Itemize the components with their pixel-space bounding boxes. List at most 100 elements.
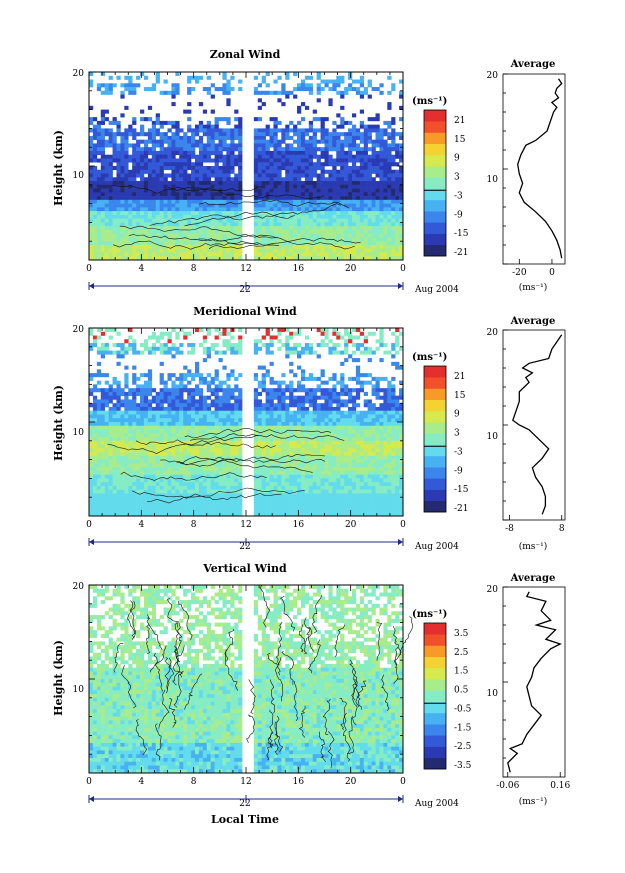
- heatmap-cell: [312, 109, 317, 114]
- x-tick-label: 16: [293, 264, 305, 274]
- heatmap-cell: [183, 173, 188, 178]
- heatmap-cell: [308, 211, 314, 216]
- heatmap-cell: [308, 135, 314, 140]
- heatmap-cell: [269, 162, 274, 167]
- heatmap-cell: [340, 244, 345, 250]
- heatmap-cell: [230, 188, 235, 193]
- heatmap-cell: [198, 418, 204, 423]
- heatmap-cell: [379, 433, 384, 438]
- heatmap-cell: [89, 154, 94, 159]
- heatmap-cell: [261, 150, 266, 156]
- heatmap-cell: [312, 414, 317, 419]
- heatmap-cell: [230, 203, 235, 208]
- heatmap-cell: [300, 256, 306, 261]
- heatmap-cell: [308, 147, 314, 152]
- heatmap-cell: [379, 410, 384, 415]
- heatmap-cell: [175, 440, 180, 445]
- heatmap-cell: [234, 418, 239, 423]
- heatmap-cell: [285, 124, 290, 129]
- heatmap-cell: [214, 158, 219, 163]
- heatmap-cell: [191, 391, 196, 396]
- heatmap-cell: [285, 418, 290, 423]
- heatmap-cell: [312, 241, 317, 246]
- heatmap-cell: [387, 173, 392, 178]
- heatmap-cell: [379, 455, 384, 460]
- heatmap-cell: [383, 169, 388, 174]
- heatmap-cell: [340, 403, 345, 408]
- heatmap-cell: [261, 388, 266, 393]
- heatmap-cell: [100, 248, 105, 253]
- heatmap-cell: [132, 181, 137, 186]
- heatmap-cell: [344, 169, 349, 174]
- heatmap-cell: [171, 252, 176, 257]
- heatmap-cell: [171, 403, 176, 408]
- heatmap-cell: [202, 335, 208, 340]
- heatmap-cell: [367, 252, 372, 257]
- heatmap-cell: [222, 233, 227, 238]
- heatmap-cell: [269, 256, 274, 261]
- heatmap-cell: [399, 173, 404, 178]
- heatmap-cell: [143, 410, 149, 415]
- heatmap-cell: [234, 256, 239, 261]
- heatmap-cell: [132, 244, 137, 250]
- heatmap-cell: [355, 388, 361, 393]
- heatmap-cell: [202, 256, 208, 261]
- heatmap-cell: [163, 181, 168, 186]
- heatmap-cell: [89, 459, 94, 464]
- heatmap-cell: [124, 425, 129, 430]
- heatmap-cell: [140, 373, 145, 378]
- heatmap-cell: [395, 422, 400, 427]
- heatmap-cell: [89, 117, 94, 122]
- heatmap-cell: [359, 90, 365, 95]
- heatmap-cell: [104, 83, 109, 88]
- heatmap-cell: [147, 429, 153, 434]
- heatmap-cell: [100, 403, 105, 408]
- heatmap-cell: [163, 203, 168, 208]
- heatmap-cell: [214, 181, 219, 186]
- heatmap-cell: [324, 403, 329, 408]
- heatmap-cell: [351, 229, 357, 234]
- heatmap-cell: [155, 410, 160, 415]
- heatmap-cell: [257, 399, 262, 404]
- heatmap-cell: [175, 350, 180, 355]
- heatmap-cell: [359, 237, 365, 242]
- heatmap-cell: [140, 229, 145, 234]
- heatmap-cell: [265, 395, 270, 400]
- heatmap-cell: [222, 132, 227, 137]
- heatmap-cell: [367, 448, 372, 453]
- heatmap-cell: [100, 128, 105, 133]
- heatmap-cell: [124, 83, 129, 88]
- heatmap-cell: [206, 158, 211, 163]
- heatmap-cell: [300, 403, 306, 408]
- heatmap-cell: [351, 237, 357, 242]
- heatmap-cell: [171, 177, 176, 182]
- heatmap-cell: [316, 256, 321, 261]
- heatmap-cell: [89, 452, 94, 457]
- heatmap-cell: [155, 128, 160, 133]
- heatmap-cell: [112, 418, 117, 423]
- heatmap-cell: [375, 388, 380, 393]
- heatmap-cell: [226, 102, 231, 107]
- heatmap-cell: [179, 241, 184, 246]
- heatmap-cell: [89, 218, 94, 223]
- heatmap-cell: [344, 237, 349, 242]
- heatmap-cell: [222, 256, 227, 261]
- heatmap-cell: [214, 403, 219, 408]
- heatmap-cell: [198, 135, 204, 140]
- heatmap-cell: [100, 117, 105, 122]
- heatmap-cell: [132, 425, 137, 430]
- heatmap-cell: [202, 406, 208, 412]
- heatmap-cell: [167, 128, 172, 133]
- heatmap-cell: [399, 192, 404, 197]
- heatmap-cell: [120, 459, 125, 464]
- heatmap-cell: [194, 429, 200, 434]
- heatmap-cell: [143, 169, 149, 174]
- heatmap-cell: [175, 433, 180, 438]
- heatmap-cell: [151, 244, 157, 250]
- heatmap-cell: [265, 418, 270, 423]
- heatmap-cell: [238, 452, 243, 457]
- heatmap-cell: [340, 399, 345, 404]
- heatmap-cell: [351, 203, 357, 208]
- heatmap-cell: [379, 248, 384, 253]
- heatmap-cell: [108, 248, 113, 253]
